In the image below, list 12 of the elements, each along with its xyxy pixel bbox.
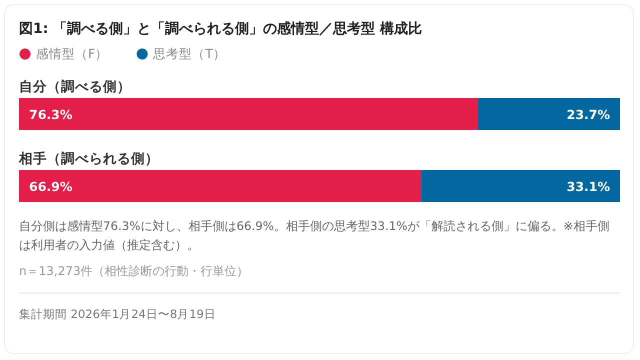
y-tick-label: 自分（調べる側） <box>19 78 131 95</box>
legend-label: 思考型（T） <box>152 46 226 61</box>
y-tick-label: 相手（調べられる側） <box>18 150 159 167</box>
data-label: 76.3% <box>29 107 73 122</box>
data-label: 66.9% <box>29 179 73 194</box>
chart-title: 図1: 「調べる側」と「調べられる側」の感情型／思考型 構成比 <box>19 20 422 37</box>
text: 自分側は感情型76.3%に対し、相手側は66.9%。相手側の思考型33.1%が「解読される側」に偏る。※相手側は利用者の入力値（推定含む）。 <box>19 218 610 254</box>
text: 集計期間 2026年1月24日〜8月19日 <box>19 306 217 323</box>
data-label: 33.1% <box>566 179 610 194</box>
data-label: 23.7% <box>566 107 610 122</box>
legend-label: 感情型（F） <box>36 46 108 61</box>
text: n＝13,273件（相性診断の行動・行単位） <box>19 263 250 280</box>
